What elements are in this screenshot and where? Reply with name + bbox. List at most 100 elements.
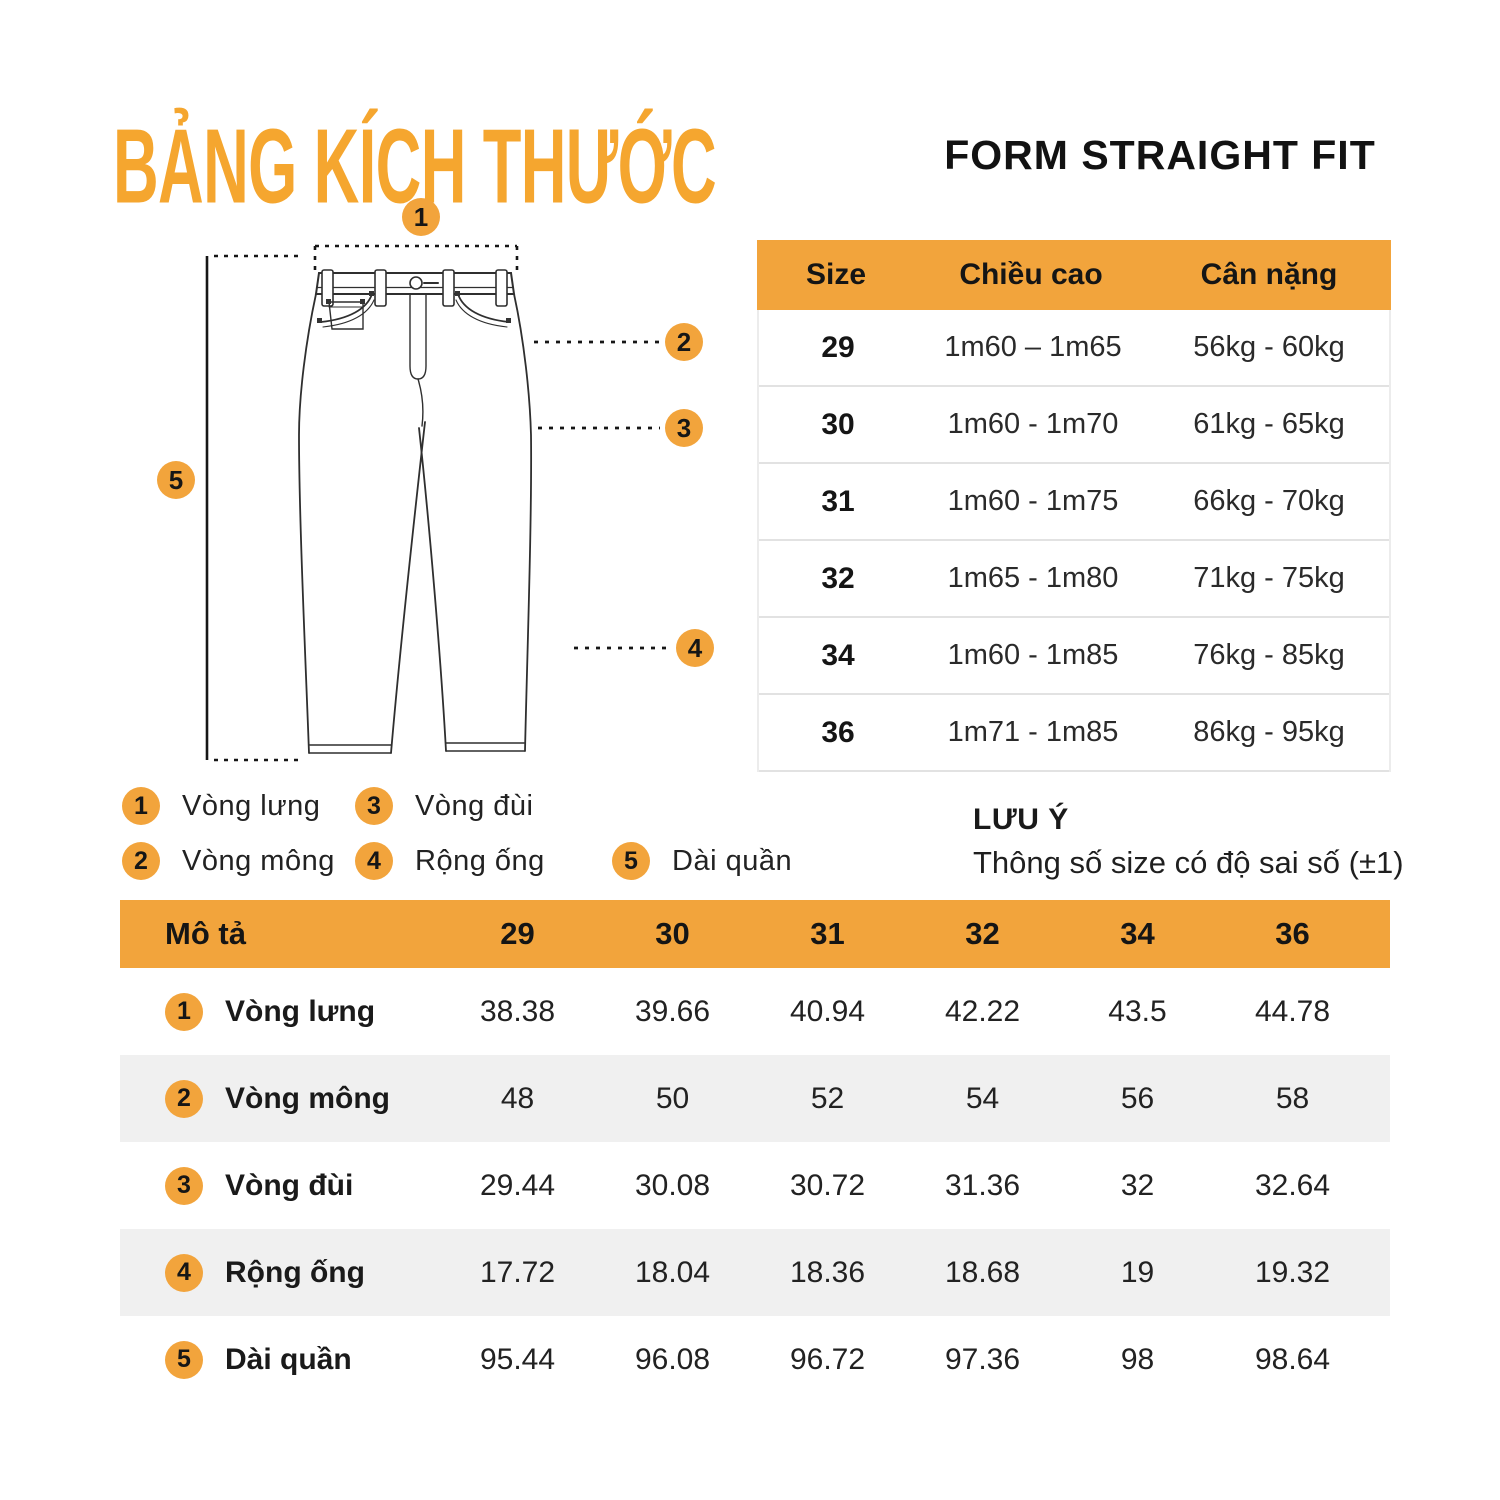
- cell-value: 19.32: [1254, 1255, 1331, 1289]
- weight-range: 66kg - 70kg: [1193, 485, 1345, 517]
- col-header-29: 29: [500, 916, 535, 951]
- table-row: 31 1m60 - 1m75 66kg - 70kg: [759, 464, 1389, 541]
- cell-value: 40.94: [789, 994, 866, 1028]
- table-row: 5 Dài quần 95.44 96.08 96.72 97.36 98 98…: [120, 1316, 1390, 1403]
- cell-value: 42.22: [944, 994, 1021, 1028]
- marker-2-badge: 2: [665, 323, 703, 361]
- measurement-table: Mô tả 29 30 31 32 34 36 1 Vòng lưng 38.3…: [120, 900, 1390, 1403]
- height-range: 1m65 - 1m80: [947, 562, 1119, 594]
- cell-value: 58: [1275, 1081, 1310, 1115]
- marker-5-badge: 5: [165, 1340, 203, 1379]
- svg-text:1: 1: [414, 202, 428, 232]
- cell-value: 30.08: [634, 1168, 711, 1202]
- weight-range: 71kg - 75kg: [1193, 562, 1345, 594]
- col-header-36: 36: [1275, 916, 1310, 951]
- legend-label: Dài quần: [672, 844, 793, 877]
- cell-value: 17.72: [479, 1255, 556, 1289]
- cell-value: 56: [1120, 1081, 1155, 1115]
- pants-rivets: [317, 291, 511, 323]
- row-label: 2 Vòng mông: [120, 1079, 440, 1118]
- marker-2-badge: 2: [165, 1079, 203, 1118]
- cell-value: 98.64: [1254, 1342, 1331, 1376]
- cell-value: 50: [655, 1081, 690, 1115]
- size-value: 32: [821, 561, 855, 595]
- marker-4-badge: 4: [165, 1253, 203, 1292]
- cell-value: 31.36: [944, 1168, 1021, 1202]
- table-row: 30 1m60 - 1m70 61kg - 65kg: [759, 387, 1389, 464]
- size-value: 31: [821, 484, 855, 518]
- cell-value: 18.04: [634, 1255, 711, 1289]
- cell-value: 19: [1120, 1255, 1155, 1289]
- table-row: 3 Vòng đùi 29.44 30.08 30.72 31.36 32 32…: [120, 1142, 1390, 1229]
- size-value: 34: [821, 638, 855, 672]
- measurement-table-header: Mô tả 29 30 31 32 34 36: [120, 900, 1390, 968]
- cell-value: 48: [500, 1081, 535, 1115]
- cell-value: 18.36: [789, 1255, 866, 1289]
- table-row: 2 Vòng mông 48 50 52 54 56 58: [120, 1055, 1390, 1142]
- marker-1-badge: 1: [402, 198, 440, 236]
- size-table-header: Size Chiều cao Cân nặng: [757, 240, 1391, 310]
- height-range: 1m60 - 1m75: [947, 485, 1119, 517]
- weight-range: 76kg - 85kg: [1193, 639, 1345, 671]
- table-row: 29 1m60 – 1m65 56kg - 60kg: [759, 310, 1389, 387]
- col-header-34: 34: [1120, 916, 1155, 951]
- row-label: 3 Vòng đùi: [120, 1166, 440, 1205]
- col-header-31: 31: [810, 916, 845, 951]
- size-value: 30: [821, 407, 855, 441]
- cell-value: 95.44: [479, 1342, 556, 1376]
- weight-range: 61kg - 65kg: [1193, 408, 1345, 440]
- col-header-30: 30: [655, 916, 690, 951]
- svg-text:4: 4: [688, 633, 703, 663]
- note-text: Thông số size có độ sai số (±1): [973, 845, 1404, 880]
- size-value: 36: [821, 715, 855, 749]
- cell-value: 96.72: [789, 1342, 866, 1376]
- legend-item-3: 3 Vòng đùi: [355, 787, 534, 825]
- legend-label: Rộng ống: [415, 844, 545, 877]
- cell-value: 44.78: [1254, 994, 1331, 1028]
- col-header-weight: Cân nặng: [1200, 258, 1338, 291]
- weight-range: 86kg - 95kg: [1193, 716, 1345, 748]
- size-value: 29: [821, 330, 855, 364]
- note-title: LƯU Ý: [973, 803, 1069, 836]
- col-header-description: Mô tả: [165, 916, 246, 951]
- cell-value: 29.44: [479, 1168, 556, 1202]
- measure-line-5: [205, 254, 302, 762]
- legend-item-4: 4 Rộng ống: [355, 842, 545, 880]
- cell-value: 54: [965, 1081, 1000, 1115]
- marker-3-badge: 3: [355, 787, 393, 825]
- marker-4-badge: 4: [355, 842, 393, 880]
- cell-value: 32.64: [1254, 1168, 1331, 1202]
- table-row: 32 1m65 - 1m80 71kg - 75kg: [759, 541, 1389, 618]
- cell-value: 30.72: [789, 1168, 866, 1202]
- cell-value: 38.38: [479, 994, 556, 1028]
- cell-value: 18.68: [944, 1255, 1021, 1289]
- col-header-32: 32: [965, 916, 1000, 951]
- weight-range: 56kg - 60kg: [1193, 331, 1345, 363]
- height-range: 1m60 – 1m65: [944, 331, 1122, 363]
- height-range: 1m60 - 1m70: [947, 408, 1119, 440]
- marker-5-badge: 5: [612, 842, 650, 880]
- cell-value: 96.08: [634, 1342, 711, 1376]
- cell-value: 98: [1120, 1342, 1155, 1376]
- table-row: 1 Vòng lưng 38.38 39.66 40.94 42.22 43.5…: [120, 968, 1390, 1055]
- legend-item-5: 5 Dài quần: [612, 842, 792, 880]
- pants-outline: [298, 269, 533, 754]
- legend-item-2: 2 Vòng mông: [122, 842, 335, 880]
- size-recommendation-table: Size Chiều cao Cân nặng 29 1m60 – 1m65 5…: [757, 240, 1391, 772]
- marker-5-badge: 5: [157, 461, 195, 499]
- form-subtitle: FORM STRAIGHT FIT: [944, 132, 1376, 178]
- svg-text:2: 2: [677, 327, 691, 357]
- marker-1-badge: 1: [165, 992, 203, 1031]
- cell-value: 43.5: [1108, 994, 1167, 1028]
- cell-value: 52: [810, 1081, 845, 1115]
- legend-label: Vòng đùi: [415, 789, 534, 822]
- cell-value: 97.36: [944, 1342, 1021, 1376]
- measure-line-1: [313, 244, 519, 272]
- col-header-height: Chiều cao: [959, 258, 1103, 291]
- legend-label: Vòng lưng: [182, 789, 321, 822]
- svg-text:3: 3: [677, 413, 691, 443]
- marker-3-badge: 3: [665, 409, 703, 447]
- marker-4-badge: 4: [676, 629, 714, 667]
- legend-item-1: 1 Vòng lưng: [122, 787, 320, 825]
